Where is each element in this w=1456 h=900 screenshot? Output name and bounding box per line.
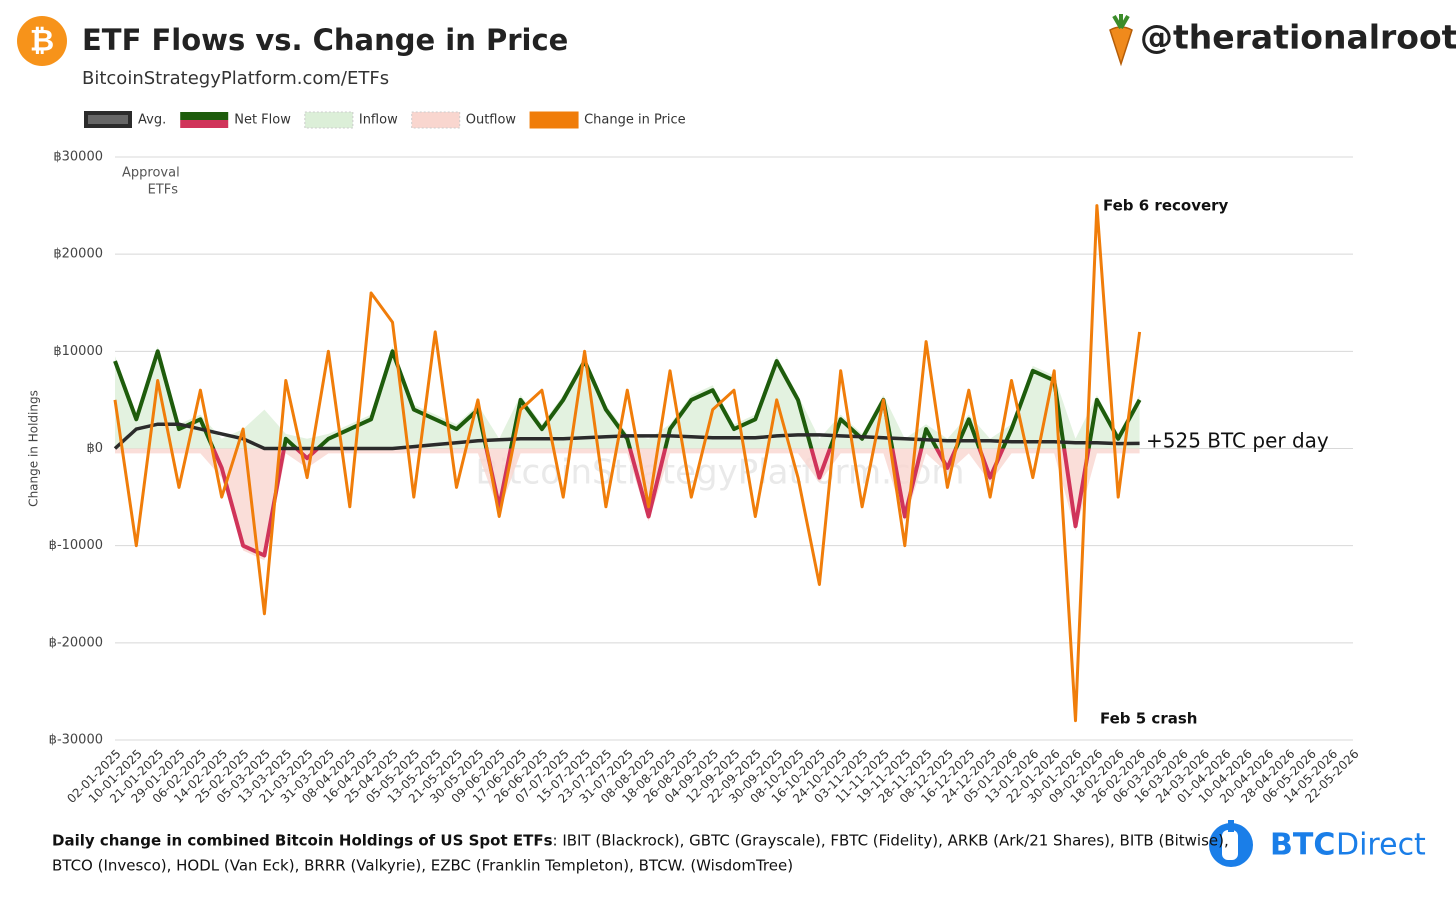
legend-swatch — [529, 111, 579, 129]
title: ETF Flows vs. Change in Price — [82, 23, 568, 57]
y-tick-label: ฿30000 — [53, 150, 103, 165]
y-tick-label: ฿0 — [86, 441, 103, 456]
legend-item: Change in Price — [529, 111, 686, 129]
y-tick-label: ฿20000 — [53, 247, 103, 262]
legend-item: Inflow — [304, 111, 398, 129]
y-tick-label: ฿-20000 — [49, 635, 103, 650]
handle: @therationalroot — [1140, 18, 1456, 57]
footer-line: : IBIT (Blackrock), GBTC (Grayscale), FB… — [553, 832, 1229, 850]
legend-label: Inflow — [359, 113, 398, 128]
avg-line — [113, 422, 1140, 451]
annotation: Feb 5 crash — [1100, 710, 1197, 728]
legend-label: Avg. — [138, 113, 166, 128]
subtitle: BitcoinStrategyPlatform.com/ETFs — [82, 68, 389, 89]
legend-item: Avg. — [84, 111, 166, 128]
carrot-icon — [1109, 14, 1133, 67]
legend-label: Change in Price — [584, 113, 686, 128]
footer-lead: Daily change in combined Bitcoin Holding… — [52, 832, 553, 850]
price-change-line — [113, 204, 1142, 723]
legend-label: Outflow — [466, 113, 517, 128]
legend-swatch — [180, 112, 229, 120]
annotation: +525 BTC per day — [1146, 429, 1329, 453]
legend-label: Net Flow — [234, 113, 291, 128]
brand-direct: Direct — [1336, 828, 1426, 863]
annotation: Feb 6 recovery — [1103, 197, 1229, 215]
y-tick-label: ฿10000 — [53, 344, 103, 359]
legend-item: Net Flow — [180, 112, 291, 128]
legend-item: Outflow — [411, 111, 517, 129]
legend-swatch — [180, 120, 229, 128]
legend-swatch — [411, 111, 461, 129]
btcdirect-icon — [1209, 820, 1253, 867]
inflow-area — [115, 346, 1140, 449]
brand-btc: BTC — [1270, 828, 1335, 863]
y-tick-label: ฿-30000 — [49, 733, 103, 748]
annotation: ETFs — [148, 183, 179, 198]
y-tick-label: ฿-10000 — [49, 538, 103, 553]
annotation: Approval — [122, 166, 180, 181]
legend-swatch — [304, 111, 354, 129]
legend-swatch — [84, 111, 132, 128]
net-flow-line — [113, 349, 1142, 558]
bitcoin-logo-symbol: ₿ — [30, 24, 54, 59]
bitcoin-logo — [17, 16, 67, 66]
footer-line: BTCO (Invesco), HODL (Van Eck), BRRR (Va… — [52, 857, 793, 875]
y-axis-label: Change in Holdings — [27, 390, 41, 507]
